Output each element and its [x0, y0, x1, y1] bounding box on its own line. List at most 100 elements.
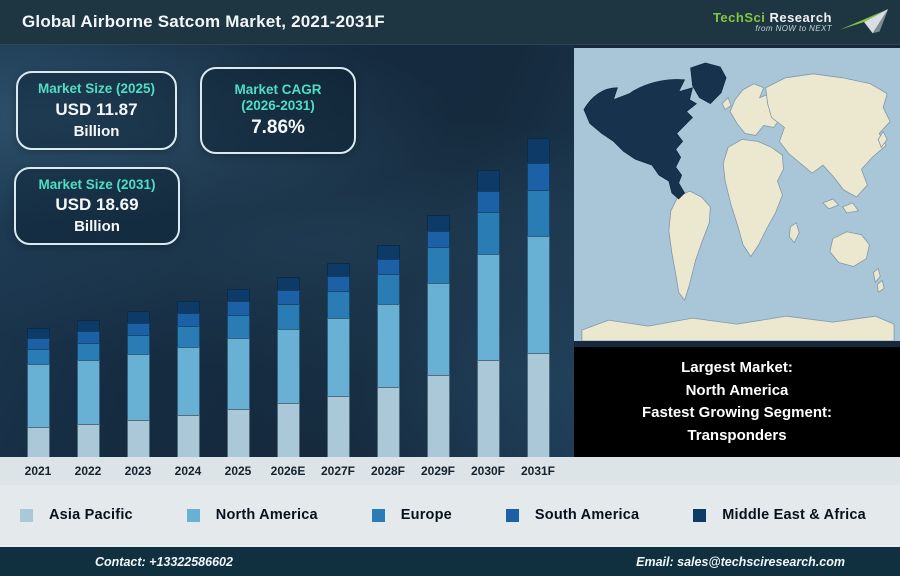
- legend-label-europe: Europe: [400, 507, 452, 523]
- x-axis-label-2021: 2021: [24, 464, 52, 478]
- bar-slot-2029F: [413, 45, 463, 457]
- bar-segment-middle-east-africa: [26, 328, 50, 338]
- largest-market-callout: Largest Market: North America Fastest Gr…: [574, 347, 900, 457]
- bar-segment-europe: [226, 315, 250, 338]
- bar-segment-south-america: [526, 163, 550, 190]
- bar-segment-asia-pacific: [326, 396, 350, 457]
- bar-segment-north-america: [126, 354, 150, 420]
- continent-south-america: [668, 190, 711, 302]
- x-axis-strip: 2021 2022 2023 2024 2025 2026E 2027F 2028F 2029F…: [0, 457, 900, 485]
- bar-segment-asia-pacific: [426, 375, 450, 457]
- chart-legend: Asia Pacific North America Europe South Ame…: [0, 485, 900, 545]
- bar-segment-asia-pacific: [76, 424, 100, 457]
- footer-contact: Contact: +13322586602: [95, 554, 233, 569]
- x-axis-label-2028F: 2028F: [370, 464, 406, 478]
- bar-slot-2028F: [363, 45, 413, 457]
- legend-item-asia-pacific: Asia Pacific: [20, 507, 133, 523]
- legend-item-europe: Europe: [371, 507, 452, 523]
- bar-segment-asia-pacific: [226, 409, 250, 457]
- bar-segment-middle-east-africa: [476, 170, 500, 191]
- bar-segment-middle-east-africa: [176, 301, 200, 313]
- bar-segment-europe: [326, 291, 350, 318]
- bar-slot-2031F: [513, 45, 563, 457]
- bar-2029F: [426, 215, 450, 457]
- bar-segment-south-america: [176, 313, 200, 326]
- bar-segment-south-america: [426, 231, 450, 247]
- bar-segment-middle-east-africa: [376, 245, 400, 259]
- legend-swatch-north-america: [186, 508, 200, 522]
- callout-line-1: Largest Market:: [681, 359, 793, 376]
- continent-north-america: [583, 79, 698, 200]
- x-axis-label-2023: 2023: [124, 464, 152, 478]
- right-column: Largest Market: North America Fastest Gr…: [574, 45, 900, 457]
- bar-segment-europe: [476, 212, 500, 254]
- bar-segment-north-america: [526, 236, 550, 353]
- bar-slot-2024: [163, 45, 213, 457]
- bar-slot-2021: [13, 45, 63, 457]
- bar-segment-asia-pacific: [526, 353, 550, 457]
- bar-segment-middle-east-africa: [326, 263, 350, 276]
- bar-segment-asia-pacific: [126, 420, 150, 457]
- header-bar: Global Airborne Satcom Market, 2021-2031…: [0, 0, 900, 45]
- bar-2022: [76, 320, 100, 457]
- bar-segment-middle-east-africa: [226, 289, 250, 301]
- market-size-2031-value: USD 18.69: [55, 195, 139, 215]
- bar-segment-europe: [526, 190, 550, 236]
- bar-2027F: [326, 263, 350, 457]
- bar-segment-europe: [426, 247, 450, 283]
- bar-segment-north-america: [176, 347, 200, 415]
- market-size-2031-box: Market Size (2031) USD 18.69 Billion: [14, 167, 180, 245]
- bar-segment-asia-pacific: [376, 387, 400, 457]
- bar-segment-middle-east-africa: [76, 320, 100, 331]
- legend-label-middle-east-africa: Middle East & Africa: [722, 507, 866, 523]
- market-size-2025-value: USD 11.87: [55, 99, 138, 119]
- bars: [0, 45, 574, 457]
- legend-item-middle-east-africa: Middle East & Africa: [693, 507, 866, 523]
- map-land: [581, 73, 895, 341]
- bar-2028F: [376, 245, 400, 457]
- market-size-2025-title: Market Size (2025): [37, 81, 156, 97]
- legend-swatch-middle-east-africa: [693, 508, 707, 522]
- bar-segment-asia-pacific: [276, 403, 300, 457]
- x-axis-label-2029F: 2029F: [420, 464, 456, 478]
- bar-slot-2023: [113, 45, 163, 457]
- world-map: [574, 48, 900, 341]
- market-size-2031-unit: Billion: [74, 218, 120, 236]
- bar-segment-north-america: [226, 338, 250, 409]
- logo-brand-primary: TechSci: [712, 9, 766, 25]
- page-title: Global Airborne Satcom Market, 2021-2031…: [22, 12, 385, 31]
- x-axis-label-2024: 2024: [174, 464, 202, 478]
- map-highlight-north-america: [583, 62, 727, 200]
- bar-segment-north-america: [276, 329, 300, 403]
- continent-asia: [765, 73, 891, 198]
- bar-segment-middle-east-africa: [126, 311, 150, 323]
- legend-swatch-asia-pacific: [20, 508, 33, 522]
- islands-new-zealand: [872, 267, 885, 294]
- stacked-bar-chart: Market Size (2025) USD 11.87 Billion Mar…: [0, 45, 574, 457]
- bar-segment-south-america: [326, 276, 350, 291]
- island-greenland: [690, 62, 727, 104]
- market-cagr-title-line1: Market CAGR: [234, 82, 322, 98]
- callout-line-4: Transponders: [687, 426, 787, 444]
- legend-label-north-america: North America: [215, 507, 318, 523]
- x-axis-label-2027F: 2027F: [320, 464, 356, 478]
- bar-segment-south-america: [276, 290, 300, 304]
- islands-indonesia: [822, 198, 840, 210]
- x-axis-label-2022: 2022: [74, 464, 102, 478]
- footer-bar: Contact: +13322586602 Email: sales@techs…: [0, 545, 900, 576]
- bar-2025: [226, 289, 250, 457]
- continent-australia: [829, 231, 870, 267]
- bar-segment-europe: [26, 349, 50, 364]
- island-uk: [721, 96, 732, 111]
- bar-segment-north-america: [476, 254, 500, 360]
- bar-slot-2022: [63, 45, 113, 457]
- bar-segment-asia-pacific: [176, 415, 200, 457]
- x-axis-label-2030F: 2030F: [470, 464, 506, 478]
- bar-segment-south-america: [376, 259, 400, 274]
- legend-label-asia-pacific: Asia Pacific: [49, 507, 133, 523]
- bar-segment-middle-east-africa: [426, 215, 450, 231]
- legend-swatch-europe: [371, 508, 385, 522]
- logo-tagline: from NOW to NEXT: [755, 23, 832, 33]
- bar-segment-south-america: [76, 331, 100, 343]
- legend-item-north-america: North America: [186, 507, 318, 523]
